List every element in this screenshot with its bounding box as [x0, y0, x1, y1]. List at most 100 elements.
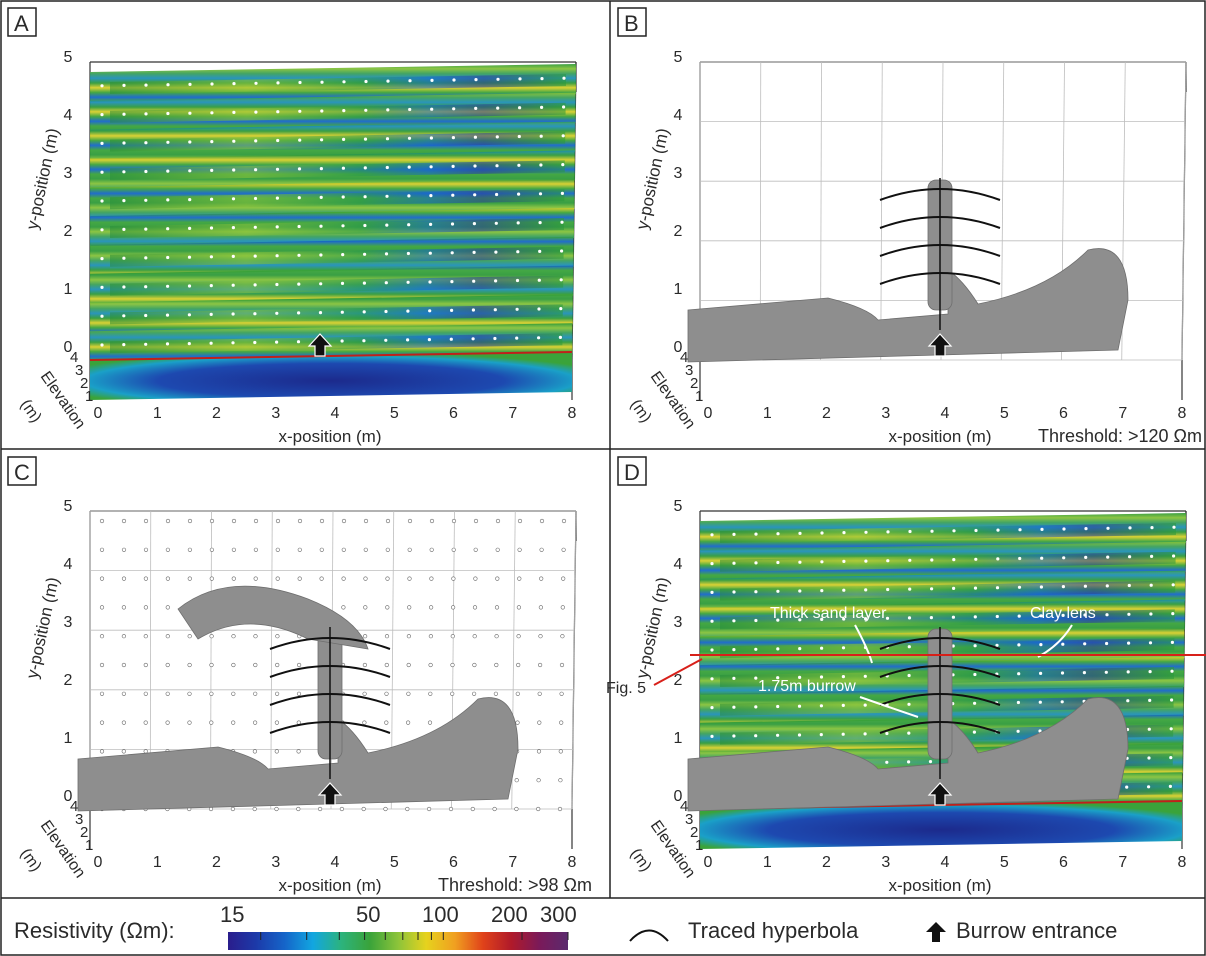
surface-line: [89, 351, 573, 361]
electrode-dot: [536, 806, 541, 812]
electrode-dot: [1172, 554, 1176, 558]
x-tick-label: 2: [822, 405, 831, 422]
electrode-dot: [275, 634, 280, 639]
electrode-dot: [362, 662, 368, 668]
electrode-dot: [231, 518, 237, 524]
electrode-dot: [710, 533, 714, 537]
electrode-dot: [188, 198, 192, 202]
electrode-dot: [384, 634, 390, 639]
electrode-dot: [841, 703, 845, 708]
electrode-dot: [516, 634, 521, 639]
electrode-dot: [1016, 729, 1020, 733]
z-tick-label: 2: [80, 824, 88, 841]
electrode-dot: [776, 560, 780, 565]
electrode-dot: [1125, 785, 1129, 789]
x-axis-label: x-position (m): [279, 876, 382, 895]
electrode-dot: [494, 634, 499, 639]
electrode-dot: [99, 720, 105, 725]
electrode-dot: [296, 691, 302, 696]
electrode-dot: [451, 164, 455, 168]
electrode-dot: [928, 760, 933, 764]
x-tick-label: 4: [941, 405, 950, 422]
electrode-dot: [165, 662, 170, 668]
electrode-dot: [99, 518, 105, 524]
electrode-dot: [254, 139, 258, 143]
electrode-dot: [405, 806, 410, 812]
electrode-dot: [864, 588, 868, 592]
y-tick-label: 1: [674, 730, 683, 747]
electrode-dot: [276, 81, 280, 85]
electrode-dot: [274, 806, 279, 812]
x-tick-label: 7: [1118, 405, 1127, 422]
colorbar-tick-50: 50: [356, 902, 380, 927]
electrode-dot: [188, 111, 192, 115]
electrode-dot: [1172, 525, 1176, 529]
electrode-dot: [518, 106, 522, 110]
electrode-dot: [231, 341, 235, 345]
electrode-dot: [342, 109, 346, 113]
x-tick-label: 8: [1178, 405, 1187, 422]
electrode-dot: [231, 662, 236, 668]
x-tick-label: 5: [390, 854, 399, 871]
x-tick-label: 0: [94, 854, 103, 871]
panel-letter-box: [7, 7, 37, 37]
electrode-dot: [929, 616, 934, 620]
electrode-dot: [820, 560, 824, 564]
electrode-dot: [537, 307, 541, 311]
fig5-pointer: [653, 658, 703, 686]
electrode-dot: [362, 310, 366, 314]
electrode-dot: [710, 590, 714, 595]
electrode-dot: [363, 576, 368, 581]
slice-band: [720, 580, 1176, 601]
electrode-dot: [254, 168, 258, 172]
panels: A0 1 2 3 4 5 6 7 8x-position (m)012345y-position…: [7, 7, 1206, 895]
panel-letter: A: [14, 11, 29, 36]
electrode-dot: [1018, 556, 1022, 561]
electrode-dot: [538, 221, 542, 225]
annotation-arrow: [859, 696, 919, 718]
electrode-dot: [1105, 613, 1109, 617]
electrode-dot: [561, 547, 566, 552]
electrode-dot: [907, 645, 911, 649]
electrode-dot: [1150, 554, 1154, 559]
electrode-dot: [121, 749, 126, 754]
electrode-dot: [122, 170, 126, 174]
electrode-dot: [166, 169, 170, 173]
electrode-dot: [754, 618, 758, 623]
electrode-dot: [842, 617, 846, 621]
z-axis-unit: (m): [627, 846, 655, 875]
electrode-dot: [1171, 583, 1175, 587]
electrode-dot: [1147, 727, 1151, 731]
electrode-dot: [385, 547, 390, 552]
electrode-dot: [384, 691, 389, 696]
y-axis-ticks: 0 1 2 3 4 5: [64, 498, 73, 805]
electrode-dot: [842, 559, 846, 564]
panel-letter: C: [14, 460, 30, 485]
electrode-dot: [364, 79, 368, 84]
electrode-dot: [144, 342, 148, 346]
electrode-dot: [732, 676, 736, 681]
electrode-dot: [1040, 527, 1044, 532]
electrode-dot: [450, 308, 454, 312]
electrode-dot: [1106, 555, 1110, 559]
colorbar-tick-100: 100: [422, 902, 459, 927]
electrode-dot: [754, 532, 758, 536]
electrode-dot: [429, 165, 433, 169]
electrode-dot: [231, 283, 235, 287]
electrode-dot: [493, 336, 497, 341]
electrode-dot: [1148, 670, 1152, 674]
y-tick-label: 5: [674, 498, 683, 515]
y-tick-label: 3: [674, 165, 683, 182]
electrode-dot: [1149, 612, 1153, 616]
y-tick-label: 2: [674, 672, 683, 689]
electrode-dot: [143, 634, 148, 639]
electrode-dot: [1169, 727, 1173, 731]
electrode-dot: [474, 78, 478, 82]
electrode-dot: [907, 673, 911, 678]
electrode-dot: [776, 704, 780, 709]
electrode-dot: [907, 760, 911, 764]
electrode-dot: [253, 547, 258, 552]
electrode-dot: [187, 342, 191, 346]
electrode-dot: [1171, 612, 1175, 616]
